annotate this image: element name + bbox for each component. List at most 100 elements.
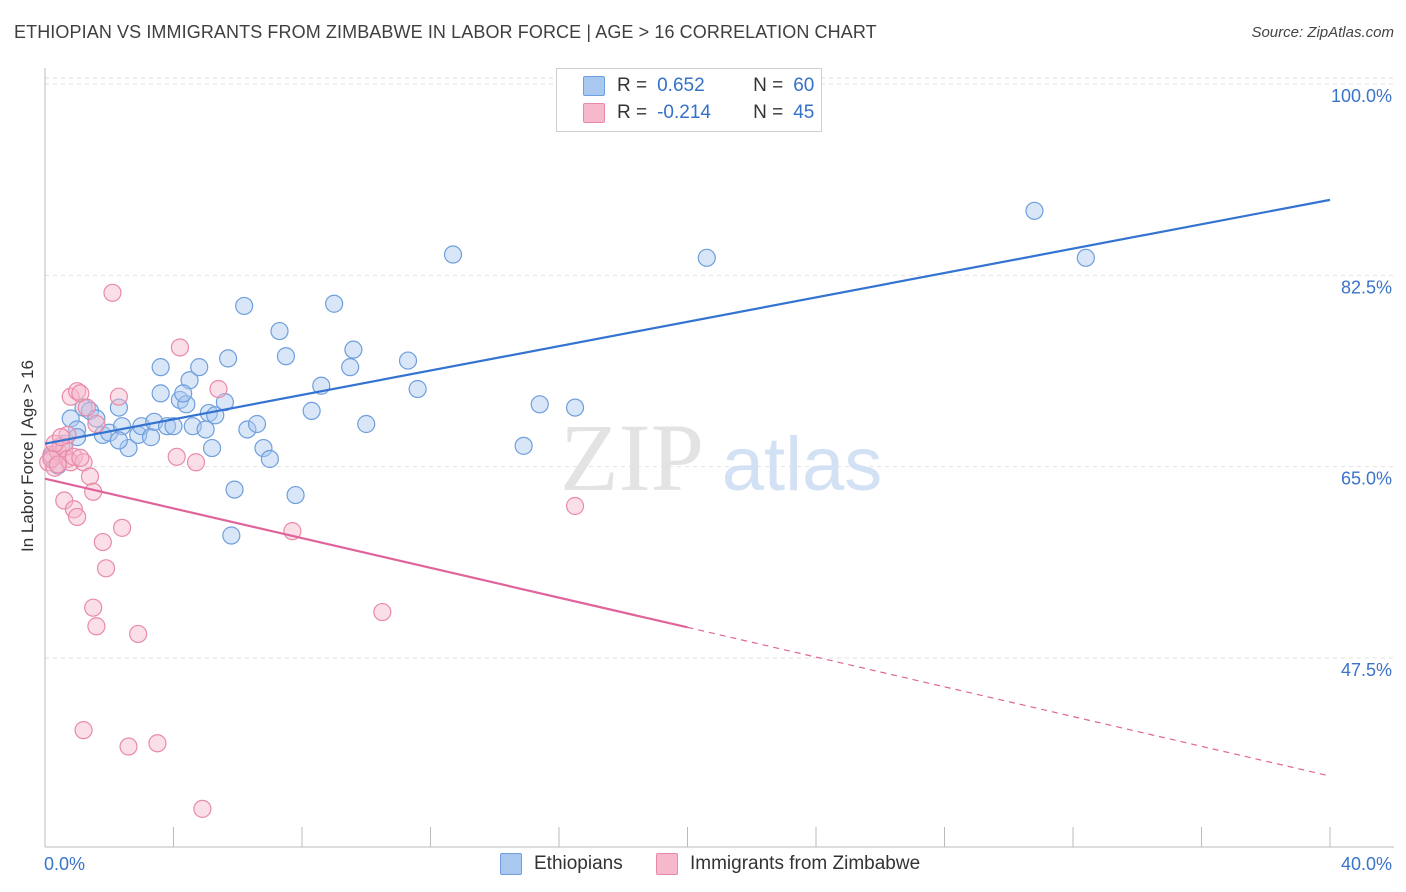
trend-line-zimbabwe-dashed xyxy=(687,626,1331,777)
point-ethiopians xyxy=(202,438,222,458)
point-zimbabwe xyxy=(167,447,186,466)
point-ethiopians xyxy=(151,358,170,377)
legend-swatch-zimbabwe xyxy=(656,853,678,875)
point-zimbabwe xyxy=(93,532,112,552)
watermark-atlas: atlas xyxy=(722,422,883,507)
point-zimbabwe xyxy=(51,428,71,447)
stats-swatch-ethiopians xyxy=(583,76,605,96)
source-credit: Source: ZipAtlas.com xyxy=(1251,24,1394,41)
r-value: -0.214 xyxy=(657,102,711,123)
point-zimbabwe xyxy=(68,507,87,527)
point-ethiopians xyxy=(408,379,427,399)
point-zimbabwe xyxy=(68,382,87,401)
watermark: ZIP atlas xyxy=(560,404,882,511)
point-zimbabwe xyxy=(148,734,167,753)
watermark-zip: ZIP xyxy=(560,404,704,511)
point-zimbabwe xyxy=(112,518,132,537)
n-label: N = xyxy=(753,75,784,96)
legend-label-ethiopians: Ethiopians xyxy=(534,853,623,874)
point-ethiopians xyxy=(174,384,193,403)
point-zimbabwe xyxy=(565,496,585,516)
data-points xyxy=(39,201,1095,818)
point-ethiopians xyxy=(119,438,138,458)
r-label: R = xyxy=(617,75,648,96)
point-zimbabwe xyxy=(129,624,148,644)
n-value: 45 xyxy=(793,102,815,123)
point-zimbabwe xyxy=(74,721,93,740)
point-zimbabwe xyxy=(77,398,96,417)
point-ethiopians xyxy=(141,428,161,447)
point-ethiopians xyxy=(1025,201,1044,220)
n-label: N = xyxy=(753,102,784,123)
point-ethiopians xyxy=(565,398,585,417)
point-zimbabwe xyxy=(119,737,138,756)
point-ethiopians xyxy=(276,347,296,366)
chart-title: ETHIOPIAN VS IMMIGRANTS FROM ZIMBABWE IN… xyxy=(14,22,877,42)
point-zimbabwe xyxy=(87,617,106,636)
stats-row-zimbabwe: R = -0.214 N = 45 xyxy=(583,100,814,126)
legend-label-zimbabwe: Immigrants from Zimbabwe xyxy=(690,853,921,874)
y-tick-label: 47.5% xyxy=(1341,660,1392,680)
point-zimbabwe xyxy=(186,453,206,472)
point-ethiopians xyxy=(109,431,128,450)
r-label: R = xyxy=(617,102,648,123)
point-ethiopians xyxy=(286,485,305,505)
x-tick-label: 40.0% xyxy=(1341,854,1392,874)
point-ethiopians xyxy=(260,449,279,469)
point-ethiopians xyxy=(177,395,196,414)
point-ethiopians xyxy=(254,438,273,458)
stats-swatch-zimbabwe xyxy=(583,103,605,123)
point-zimbabwe xyxy=(109,387,128,406)
y-tick-label: 100.0% xyxy=(1331,86,1392,106)
trend-line-zimbabwe xyxy=(44,477,688,629)
trend-line-ethiopians xyxy=(44,198,1331,445)
point-zimbabwe xyxy=(96,559,116,578)
point-zimbabwe xyxy=(84,598,103,617)
point-ethiopians xyxy=(222,526,241,545)
point-zimbabwe xyxy=(80,467,100,486)
y-tick-label: 82.5% xyxy=(1341,277,1392,297)
point-ethiopians xyxy=(357,414,376,434)
point-ethiopians xyxy=(270,321,289,341)
r-value: 0.652 xyxy=(657,75,705,96)
n-value: 60 xyxy=(793,75,815,96)
point-zimbabwe xyxy=(64,447,84,466)
point-zimbabwe xyxy=(209,379,228,399)
point-ethiopians xyxy=(1076,248,1095,267)
point-ethiopians xyxy=(238,420,257,439)
point-ethiopians xyxy=(697,248,716,267)
legend-swatch-ethiopians xyxy=(500,853,522,875)
point-zimbabwe xyxy=(373,602,392,622)
point-ethiopians xyxy=(341,358,360,377)
point-ethiopians xyxy=(225,480,244,499)
x-tick-label: 0.0% xyxy=(44,854,85,874)
point-ethiopians xyxy=(530,395,549,414)
point-ethiopians xyxy=(219,349,238,368)
point-zimbabwe xyxy=(170,338,190,357)
stats-row-ethiopians: R = 0.652 N = 60 xyxy=(583,73,814,99)
legend-item-ethiopians: Ethiopians xyxy=(500,852,623,876)
y-tick-label: 65.0% xyxy=(1341,469,1392,489)
point-ethiopians xyxy=(344,340,363,359)
point-ethiopians xyxy=(164,417,183,436)
point-ethiopians xyxy=(151,384,170,403)
axes xyxy=(44,68,1394,848)
point-zimbabwe xyxy=(103,283,122,302)
correlation-stats-box: R = 0.652 N = 60 R = -0.214 N = 45 xyxy=(556,68,822,132)
point-zimbabwe xyxy=(71,448,90,467)
grid-lines xyxy=(45,77,1394,659)
y-axis-label: In Labor Force | Age > 16 xyxy=(18,359,37,552)
point-zimbabwe xyxy=(193,799,212,818)
point-ethiopians xyxy=(235,296,254,316)
point-ethiopians xyxy=(302,401,321,420)
point-ethiopians xyxy=(514,436,533,455)
point-zimbabwe xyxy=(48,455,67,474)
trend-lines xyxy=(44,198,1331,777)
point-ethiopians xyxy=(247,414,267,434)
point-ethiopians xyxy=(398,351,418,370)
point-zimbabwe xyxy=(87,414,106,434)
legend-item-zimbabwe: Immigrants from Zimbabwe xyxy=(656,852,920,876)
point-ethiopians xyxy=(190,358,209,377)
point-ethiopians xyxy=(443,245,463,264)
